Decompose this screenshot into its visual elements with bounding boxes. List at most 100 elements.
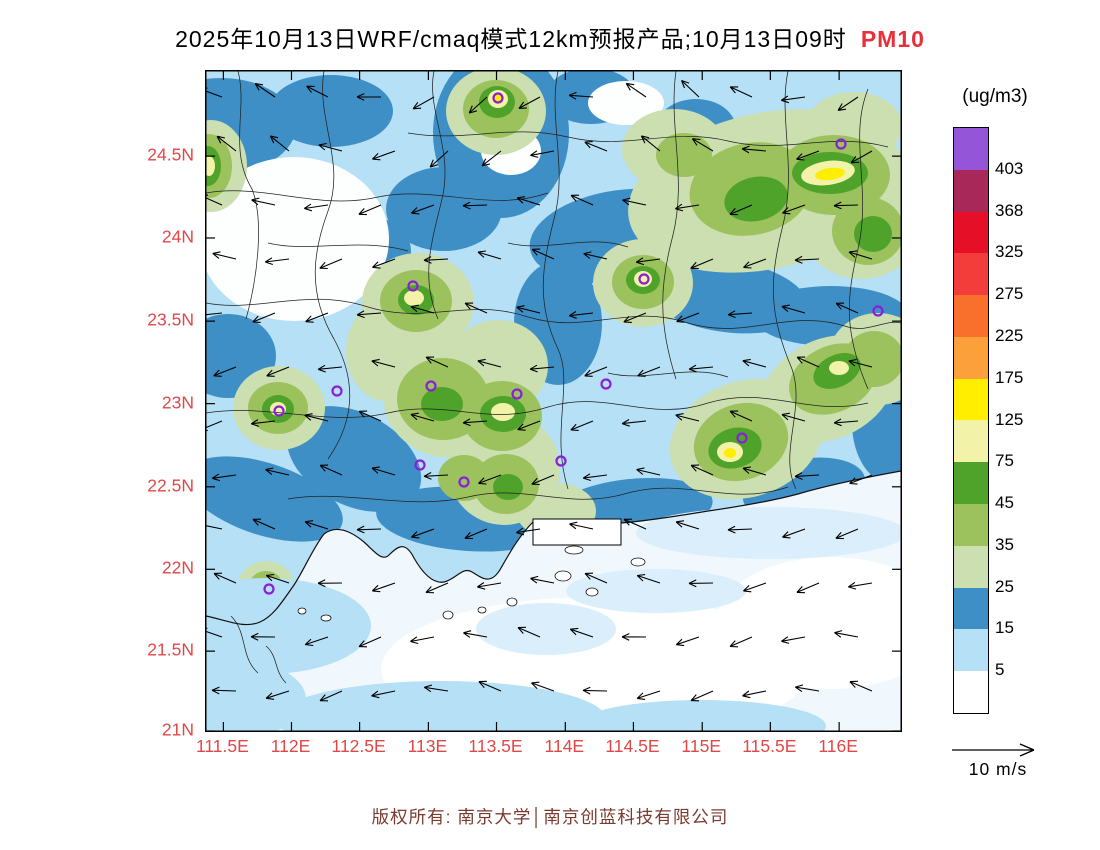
wind-arrow-icon [570,420,594,431]
colorbar-tick-label: 15 [995,618,1014,638]
station-marker-icon [736,432,748,444]
wind-arrow-icon [569,627,594,638]
wind-arrow-icon [794,472,820,480]
colorbar-segment [954,295,988,337]
wind-arrow-icon [356,525,382,534]
colorbar-tick-label: 125 [995,409,1024,429]
wind-arrow-icon [250,419,276,427]
colorbar-segment [954,378,988,421]
wind-arrow-icon [425,582,449,594]
wind-arrow-icon [481,150,502,167]
wind-arrow-icon [727,310,753,319]
wind-arrow-icon [743,582,767,593]
wind-arrow-icon [464,528,488,540]
colorbar-segment [954,462,988,505]
wind-arrow-icon [477,358,502,368]
wind-arrow-icon [637,366,661,377]
wind-arrow-icon [568,91,594,100]
page-title: 2025年10月13日WRF/cmaq模式12km预报产品;10月13日09时 P… [0,20,1100,54]
wind-arrow-icon [206,312,223,316]
station-marker-icon [600,378,612,390]
station-marker-icon [273,405,285,417]
station-marker-icon [414,459,426,471]
wind-arrow-icon [675,413,700,422]
wind-arrow-icon [304,413,329,422]
wind-arrow-icon [584,141,608,152]
station-marker-icon [872,305,884,317]
wind-arrow-icon [371,466,396,476]
station-marker-icon [263,583,275,595]
colorbar-segment [954,211,988,254]
wind-arrow-icon [206,627,223,638]
wind-arrow-icon [252,518,276,530]
colorbar-segment [954,169,988,212]
wind-arrow-icon [462,418,488,427]
wind-arrow-icon [636,574,661,584]
wind-arrow-icon [675,636,700,647]
wind-arrows-layer [206,79,873,702]
wind-arrow-icon [356,93,382,101]
colorbar-tick-label: 75 [995,451,1014,471]
wind-arrow-icon [781,304,806,314]
wind-arrow-icon [518,96,541,109]
wind-arrow-icon [423,472,449,480]
wind-arrow-icon [319,258,343,270]
wind-arrow-icon [849,680,873,692]
wind-arrow-icon [796,582,820,594]
wind-arrow-icon [304,520,329,530]
station-marker-icon [638,273,650,285]
lon-axis: 111.5E 112E 112.5E 113E 113.5E 114E 114.5E 115E… [196,736,900,762]
lat-axis: 24.5N 24N 23.5N 23N 22.5N 22N 21.5N 21N [116,70,198,740]
lat-tick-label: 21.5N [147,639,194,660]
wind-arrow-icon [690,258,714,270]
colorbar-tick-label: 5 [995,660,1005,680]
colorbar-segment [954,420,988,463]
wind-arrow-icon [516,196,541,206]
islands-layer [297,545,646,622]
station-marker-icon [835,138,847,150]
wind-arrow-icon [371,358,396,368]
wind-arrow-icon [264,257,290,266]
wind-arrow-icon [729,636,753,648]
copyright-footer: 版权所有: 南京大学│南京创蓝科技有限公司 [371,807,729,827]
county-boundaries-layer [206,71,901,684]
wind-legend-arrow-icon [952,743,1035,757]
wind-arrow-icon [690,690,714,702]
wind-arrow-icon [371,582,396,593]
pollutant-label: PM10 [860,26,925,52]
wind-arrow-icon [796,356,820,368]
wind-arrow-icon [317,579,343,588]
wind-arrow-icon [305,312,329,323]
wind-arrow-icon [411,528,435,539]
wind-arrow-icon [515,527,541,536]
wind-arrow-icon [463,630,488,638]
wind-arrow-icon [742,466,767,476]
wind-arrow-icon [266,366,290,377]
wind-arrow-icon [265,467,290,476]
wind-arrow-icon [358,204,382,216]
wind-arrow-icon [531,681,555,692]
colorbar-tick-label: 275 [995,284,1024,304]
wind-arrow-icon [691,138,714,152]
wind-arrow-icon [464,302,488,314]
wind-arrow-icon [848,250,873,260]
wind-arrow-icon [213,572,237,584]
wind-arrow-icon [834,630,859,638]
title-text: 2025年10月13日WRF/cmaq模式12km预报产品;10月13日09时 [175,26,847,52]
wind-arrow-icon [742,358,767,368]
wind-arrow-icon [371,690,396,699]
wind-arrow-icon [780,95,806,104]
wind-arrow-icon [318,142,343,152]
colorbar-segment [954,629,988,672]
station-marker-icon [407,280,419,292]
wind-arrow-icon [410,412,435,422]
wind-arrow-icon [623,312,647,323]
wind-arrow-icon [529,364,555,373]
wind-arrow-icon [531,474,555,486]
wind-arrow-icon [584,572,608,584]
lon-tick-label: 113E [407,736,448,756]
colorbar-tick-label: 45 [995,493,1014,513]
map-frame [205,70,902,732]
lat-tick-label: 21N [161,719,194,740]
wind-arrow-icon [477,250,502,260]
